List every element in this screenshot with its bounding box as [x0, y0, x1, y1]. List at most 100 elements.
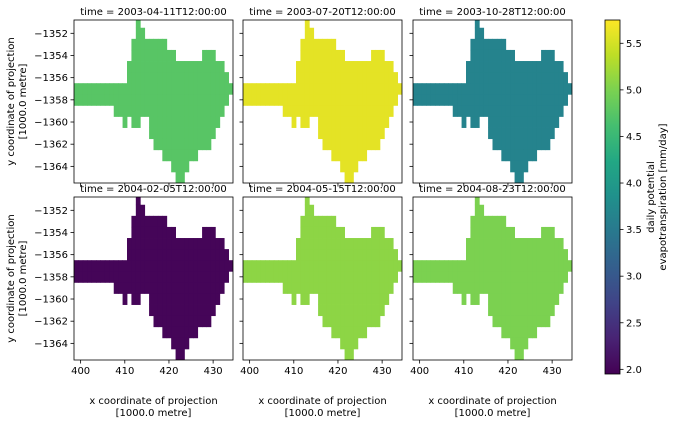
- heatmap-cell: [193, 304, 199, 317]
- heatmap-cell: [184, 315, 190, 328]
- heatmap-cell: [393, 271, 398, 283]
- heatmap-cell: [527, 116, 533, 128]
- heatmap-cell: [496, 238, 502, 250]
- heatmap-cell: [326, 226, 332, 239]
- heatmap-cell: [206, 238, 212, 250]
- heatmap-cell: [527, 83, 533, 95]
- heatmap-cell: [505, 304, 511, 317]
- heatmap-cell: [157, 215, 163, 228]
- heatmap-cell: [379, 271, 385, 283]
- heatmap-cell: [558, 282, 564, 294]
- heatmap-cell: [149, 83, 154, 95]
- heatmap-cell: [291, 83, 297, 95]
- heatmap-cell: [492, 304, 498, 317]
- heatmap-cell: [349, 326, 354, 339]
- heatmap-cell: [171, 61, 176, 73]
- heatmap-cell: [219, 282, 225, 294]
- heatmap-cell: [366, 94, 372, 106]
- heatmap-cell: [563, 271, 568, 283]
- heatmap-cell: [362, 116, 368, 128]
- heatmap-cell: [188, 271, 194, 283]
- heatmap-cell: [344, 149, 350, 162]
- heatmap-cell: [318, 260, 323, 272]
- heatmap-cell: [322, 293, 328, 305]
- heatmap-cell: [519, 83, 524, 95]
- heatmap-cell: [135, 226, 141, 239]
- heatmap-cell: [340, 271, 345, 283]
- heatmap-cell: [492, 215, 498, 228]
- heatmap-cell: [514, 304, 520, 317]
- heatmap-cell: [558, 94, 564, 106]
- heatmap-cell: [135, 83, 141, 95]
- heatmap-cell: [492, 293, 498, 305]
- heatmap-cell: [536, 282, 542, 294]
- heatmap-cell: [180, 282, 185, 294]
- heatmap-cell: [435, 83, 440, 95]
- heatmap-cell: [131, 249, 137, 261]
- heatmap-cell: [545, 49, 551, 62]
- heatmap-cell: [466, 105, 471, 117]
- heatmap-cell: [366, 249, 372, 261]
- x-tick-label: 400: [240, 366, 259, 377]
- heatmap-cell: [483, 271, 489, 283]
- heatmap-cell: [331, 138, 337, 151]
- heatmap-cell: [510, 116, 515, 128]
- heatmap-cell: [100, 94, 106, 106]
- heatmap-cell: [510, 49, 515, 62]
- heatmap-cell: [202, 238, 207, 250]
- heatmap-cell: [140, 226, 146, 239]
- heatmap-cell: [357, 260, 363, 272]
- heatmap-cell: [375, 249, 381, 261]
- heatmap-cell: [501, 282, 507, 294]
- heatmap-cell: [331, 215, 337, 228]
- heatmap-cell: [554, 61, 560, 73]
- heatmap-cell: [510, 282, 515, 294]
- heatmap-cell: [519, 348, 524, 360]
- heatmap-cell: [228, 83, 233, 95]
- heatmap-cell: [171, 238, 176, 250]
- heatmap-cell: [153, 293, 159, 305]
- heatmap-cell: [175, 138, 181, 151]
- heatmap-cell: [326, 271, 332, 283]
- x-tick-label: 430: [204, 366, 223, 377]
- heatmap-cell: [362, 293, 368, 305]
- heatmap-cell: [545, 83, 551, 95]
- heatmap-cell: [127, 238, 132, 250]
- heatmap-cell: [558, 249, 564, 261]
- heatmap-cell: [492, 315, 498, 328]
- heatmap-cell: [466, 61, 471, 73]
- heatmap-cell: [510, 315, 515, 328]
- heatmap-cell: [510, 238, 515, 250]
- heatmap-cell: [523, 138, 529, 151]
- heatmap-cell: [549, 304, 555, 317]
- heatmap-cell: [466, 238, 471, 250]
- heatmap-cell: [131, 293, 137, 305]
- heatmap-cell: [344, 171, 350, 183]
- heatmap-cell: [366, 105, 372, 117]
- heatmap-cell: [82, 94, 88, 106]
- heatmap-cell: [202, 105, 207, 117]
- heatmap-cell: [210, 72, 216, 84]
- heatmap-cell: [523, 238, 529, 250]
- heatmap-cell: [474, 197, 480, 206]
- heatmap-cell: [532, 72, 538, 84]
- heatmap-cell: [131, 83, 137, 95]
- heatmap-cell: [149, 260, 154, 272]
- heatmap-cell: [335, 127, 341, 140]
- heatmap-cell: [243, 83, 248, 95]
- heatmap-cell: [371, 249, 376, 261]
- heatmap-cell: [519, 94, 524, 106]
- heatmap-cell: [470, 116, 476, 128]
- heatmap-cell: [309, 61, 315, 73]
- heatmap-cell: [256, 94, 262, 106]
- heatmap-cell: [175, 271, 181, 283]
- heatmap-cell: [496, 226, 502, 239]
- panel-1: time = 2003-04-11T12:00:00 −1352 −1354 −135…: [34, 7, 234, 187]
- heatmap-cell: [371, 105, 376, 117]
- y-tick-label: −1360: [34, 295, 68, 306]
- heatmap-cell: [184, 105, 190, 117]
- heatmap-cell: [536, 315, 542, 328]
- heatmap-cell: [563, 83, 568, 95]
- heatmap-cell: [131, 105, 137, 117]
- y-tick-label: −1356: [34, 250, 68, 261]
